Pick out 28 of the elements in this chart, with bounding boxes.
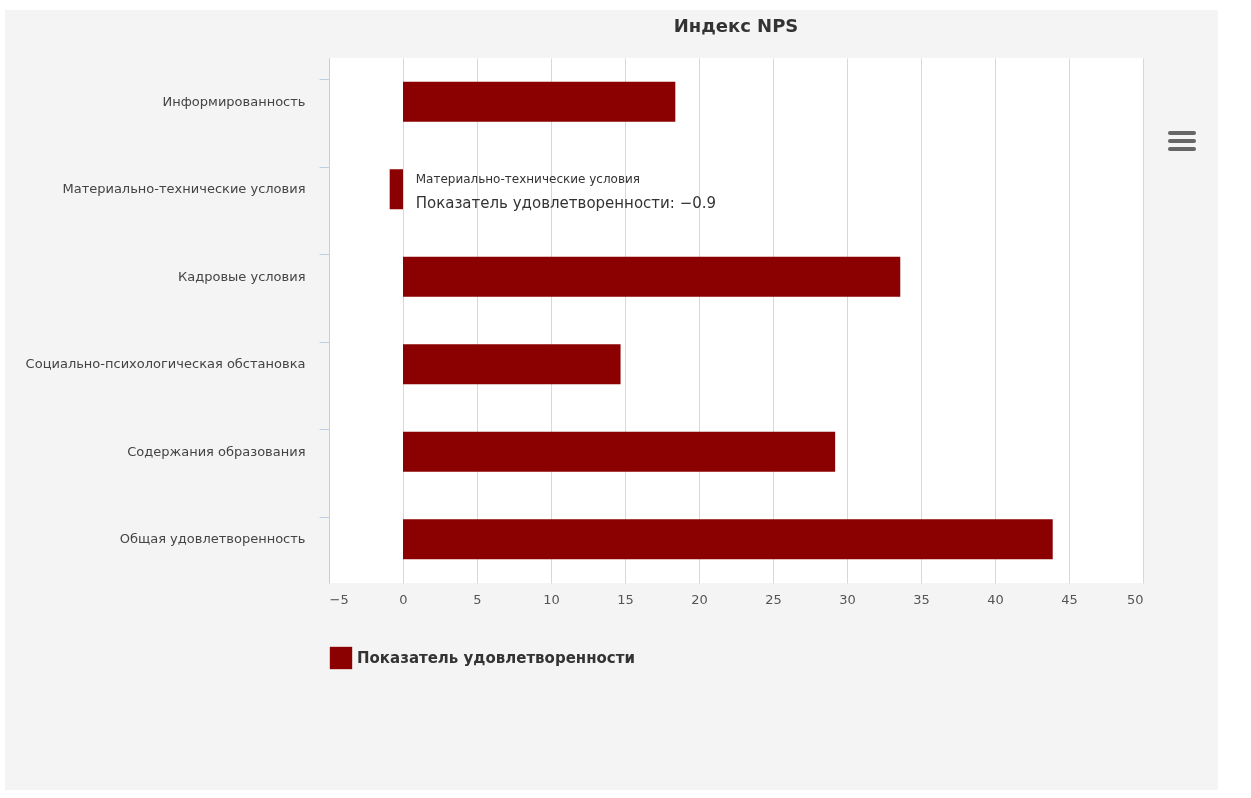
x-tick-label: 0 [399, 591, 408, 607]
annotation: Материально-технические условия [415, 172, 641, 187]
x-tick-label: 40 [987, 591, 1004, 607]
y-tick-label: Содержания образования [127, 443, 306, 459]
y-tick-label: Общая удовлетворенность [119, 531, 306, 547]
x-tick-label: 20 [691, 591, 708, 607]
x-tick-label: 50 [1126, 591, 1144, 607]
bar [389, 169, 403, 210]
x-tick-label: 35 [913, 591, 930, 607]
x-tick-label: 10 [543, 591, 560, 607]
y-tick-label: Кадровые условия [178, 268, 306, 284]
chart-title: Индекс NPS [673, 15, 799, 36]
bar [403, 256, 901, 297]
bar [403, 519, 1053, 560]
x-tick-label: 5 [473, 591, 482, 607]
x-tick-label: 45 [1061, 591, 1078, 607]
x-tick-label: −5 [329, 591, 349, 607]
bar [403, 81, 676, 122]
legend-label: Показатель удовлетворенности [357, 649, 635, 667]
x-tick-label: 30 [839, 591, 856, 607]
y-tick-label: Материально-технические условия [62, 181, 306, 197]
bar [403, 344, 621, 385]
x-tick-label: 25 [765, 591, 782, 607]
y-tick-label: Социально-психологическая обстановка [25, 356, 306, 372]
x-tick-label: 15 [617, 591, 634, 607]
y-tick-label: Информированность [162, 93, 306, 109]
annotation: Показатель удовлетворенности: −0.9 [415, 194, 717, 213]
bar [403, 431, 836, 472]
